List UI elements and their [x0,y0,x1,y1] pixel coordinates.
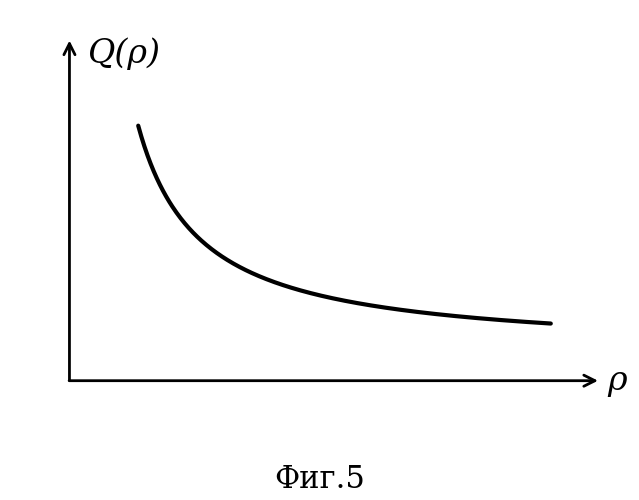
Text: Q(ρ): Q(ρ) [88,38,161,70]
Text: ρ: ρ [607,364,627,396]
Text: Фиг.5: Фиг.5 [274,464,365,495]
